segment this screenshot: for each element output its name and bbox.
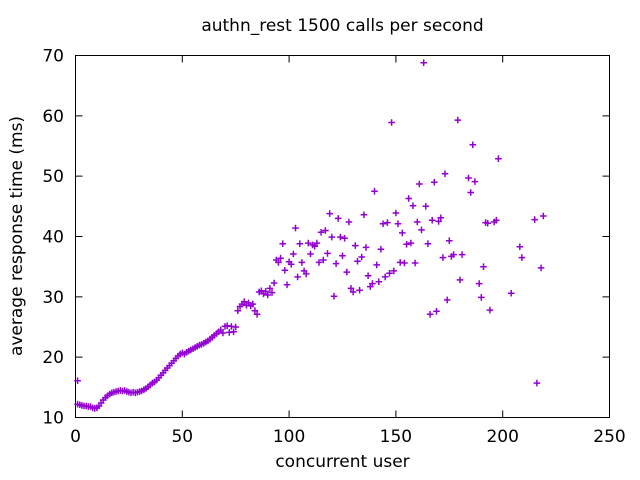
y-tick-label: 70 [42, 47, 64, 67]
scatter-points [74, 59, 547, 412]
x-tick-label: 250 [593, 427, 625, 447]
axis-ticks [75, 55, 610, 418]
y-tick-label: 20 [42, 348, 64, 368]
x-tick-label: 50 [171, 427, 193, 447]
x-tick-label: 200 [486, 427, 518, 447]
x-axis-label: concurrent user [275, 452, 410, 472]
x-tick-label: 150 [380, 427, 412, 447]
x-tick-label: 100 [273, 427, 305, 447]
y-tick-label: 40 [42, 228, 64, 248]
y-tick-label: 60 [42, 107, 64, 127]
chart-title: authn_rest 1500 calls per second [201, 16, 484, 36]
y-tick-label: 10 [42, 409, 64, 429]
y-tick-label: 50 [42, 167, 64, 187]
y-tick-label: 30 [42, 288, 64, 308]
x-tick-label: 0 [70, 427, 81, 447]
